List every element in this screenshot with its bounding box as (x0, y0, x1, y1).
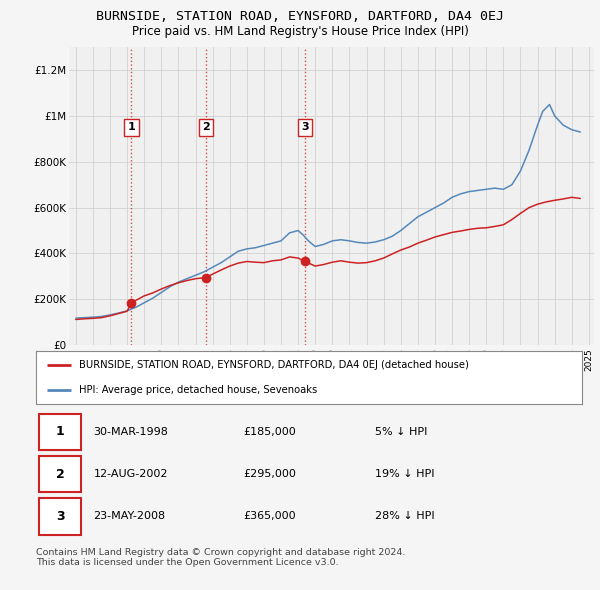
Text: 23-MAY-2008: 23-MAY-2008 (94, 511, 166, 521)
Text: 2: 2 (202, 122, 209, 132)
Text: 3: 3 (301, 122, 309, 132)
Text: BURNSIDE, STATION ROAD, EYNSFORD, DARTFORD, DA4 0EJ: BURNSIDE, STATION ROAD, EYNSFORD, DARTFO… (96, 10, 504, 23)
Text: Price paid vs. HM Land Registry's House Price Index (HPI): Price paid vs. HM Land Registry's House … (131, 25, 469, 38)
Text: 3: 3 (56, 510, 64, 523)
Text: 5% ↓ HPI: 5% ↓ HPI (374, 427, 427, 437)
Text: £295,000: £295,000 (244, 469, 296, 479)
Text: 12-AUG-2002: 12-AUG-2002 (94, 469, 168, 479)
Text: £185,000: £185,000 (244, 427, 296, 437)
FancyBboxPatch shape (39, 498, 82, 535)
Text: 19% ↓ HPI: 19% ↓ HPI (374, 469, 434, 479)
Text: 30-MAR-1998: 30-MAR-1998 (94, 427, 168, 437)
Text: BURNSIDE, STATION ROAD, EYNSFORD, DARTFORD, DA4 0EJ (detached house): BURNSIDE, STATION ROAD, EYNSFORD, DARTFO… (79, 360, 469, 371)
Text: Contains HM Land Registry data © Crown copyright and database right 2024.
This d: Contains HM Land Registry data © Crown c… (36, 548, 406, 567)
FancyBboxPatch shape (39, 414, 82, 450)
Text: 28% ↓ HPI: 28% ↓ HPI (374, 511, 434, 521)
Text: 1: 1 (56, 425, 64, 438)
Text: HPI: Average price, detached house, Sevenoaks: HPI: Average price, detached house, Seve… (79, 385, 317, 395)
Text: 1: 1 (128, 122, 135, 132)
Text: £365,000: £365,000 (244, 511, 296, 521)
FancyBboxPatch shape (39, 455, 82, 493)
Text: 2: 2 (56, 467, 64, 481)
